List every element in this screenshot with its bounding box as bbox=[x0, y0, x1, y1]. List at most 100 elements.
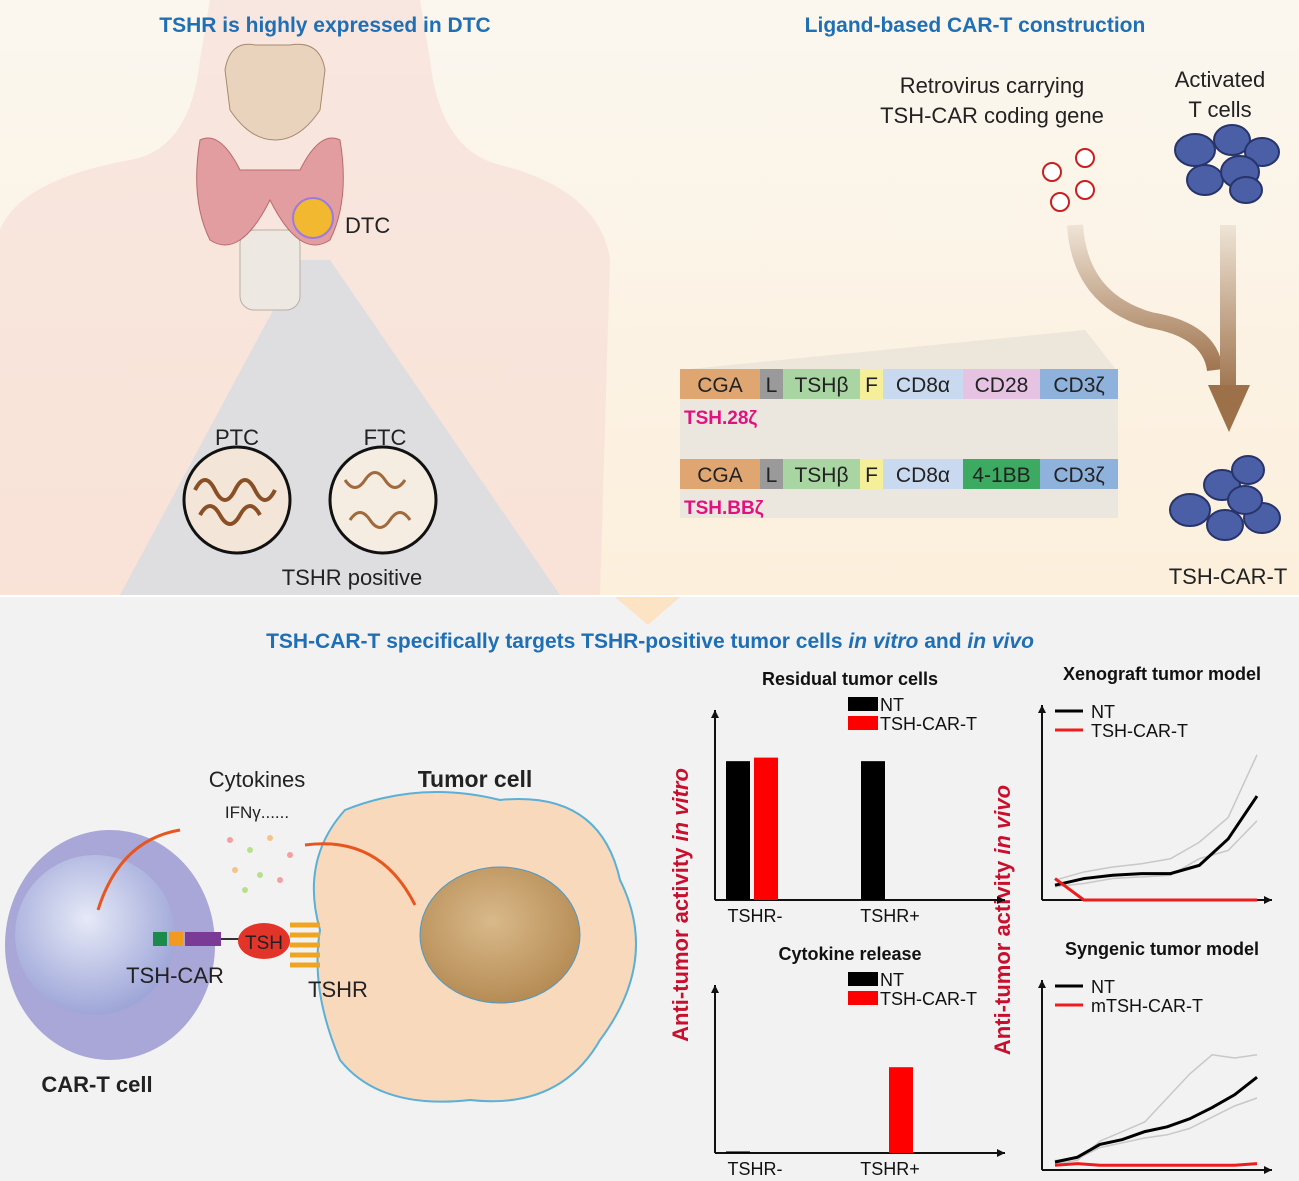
ftc-stain bbox=[328, 445, 438, 555]
title-part: in vivo bbox=[967, 630, 1034, 653]
x-tick-label: TSHR- bbox=[728, 906, 783, 926]
axis-arrow bbox=[711, 985, 719, 993]
title-part: TSH-CAR-T specifically targets TSHR-posi… bbox=[266, 630, 848, 653]
construct-name: TSH.28ζ bbox=[684, 408, 757, 429]
chart-title: Cytokine release bbox=[778, 944, 921, 964]
axis-arrow bbox=[1038, 980, 1046, 988]
construct-cone bbox=[680, 330, 1118, 372]
segment-label: CGA bbox=[697, 374, 743, 397]
cytokine-dots bbox=[227, 835, 293, 893]
label-part: in vivo bbox=[990, 785, 1015, 855]
segment-label: L bbox=[766, 464, 778, 487]
merge-arrow bbox=[1067, 224, 1223, 372]
ptc-stain bbox=[182, 445, 292, 555]
construct-name: TSH.BBζ bbox=[684, 498, 764, 519]
chart-title: Syngenic tumor model bbox=[1065, 939, 1259, 959]
construct-segment bbox=[1040, 459, 1118, 489]
label: DTC bbox=[345, 213, 390, 238]
construct-segment bbox=[883, 369, 963, 399]
bar bbox=[861, 761, 885, 900]
x-tick-label: TSHR+ bbox=[860, 906, 920, 926]
tcell-arrow bbox=[1220, 225, 1236, 390]
segment-label: CD28 bbox=[975, 374, 1029, 397]
bottom-panel bbox=[0, 597, 1299, 1181]
title-part: in vitro bbox=[848, 630, 918, 653]
construct-segment bbox=[963, 459, 1040, 489]
segment-label: CD8α bbox=[896, 464, 950, 487]
secretion-arrow bbox=[96, 828, 181, 911]
label: FTC bbox=[364, 425, 407, 450]
label: IFNγ...... bbox=[225, 803, 289, 822]
title: TSH-CAR-T specifically targets TSHR-posi… bbox=[266, 630, 1034, 653]
title-part: and bbox=[918, 630, 967, 653]
legend-swatch bbox=[848, 972, 878, 986]
chart-title: Xenograft tumor model bbox=[1063, 664, 1261, 684]
label: TSH-CAR-T bbox=[1169, 564, 1288, 589]
car-t-cells bbox=[1169, 455, 1281, 541]
tumor-nucleus bbox=[419, 866, 581, 1004]
axis-arrow bbox=[1038, 705, 1046, 713]
title: TSHR is highly expressed in DTC bbox=[159, 14, 490, 37]
label: TSH-CAR bbox=[126, 963, 224, 988]
car-domain bbox=[153, 932, 167, 946]
label: PTC bbox=[215, 425, 259, 450]
legend-label: NT bbox=[880, 695, 904, 715]
line-series bbox=[1054, 820, 1258, 888]
segment-label: CD3ζ bbox=[1053, 464, 1104, 487]
construct-segment bbox=[760, 459, 783, 489]
axis-arrow bbox=[1264, 896, 1272, 904]
label: Activated bbox=[1175, 67, 1266, 92]
segment-label: TSHβ bbox=[794, 374, 848, 397]
line-series bbox=[1054, 1076, 1258, 1164]
label-part: Anti-tumor activity bbox=[990, 855, 1015, 1055]
legend-label: TSH-CAR-T bbox=[1091, 721, 1188, 741]
construct-segment bbox=[680, 459, 760, 489]
legend-label: TSH-CAR-T bbox=[880, 989, 977, 1009]
segment-label: 4-1BB bbox=[972, 464, 1030, 487]
line-series bbox=[1054, 1162, 1258, 1167]
tsh-ligand bbox=[238, 923, 290, 959]
construct-segment bbox=[963, 369, 1040, 399]
larynx bbox=[224, 43, 326, 141]
bar bbox=[726, 761, 750, 900]
construct-segment bbox=[783, 369, 860, 399]
tumor bbox=[292, 197, 334, 239]
construct-box bbox=[680, 396, 1118, 518]
label-part: Anti-tumor activity bbox=[668, 841, 693, 1041]
label: Tumor cell bbox=[418, 766, 533, 792]
label: TSHR positive bbox=[282, 565, 423, 590]
x-tick-label: TSHR- bbox=[728, 1159, 783, 1179]
ftc-texture bbox=[343, 471, 412, 529]
virus-cluster bbox=[1042, 148, 1095, 212]
x-tick-label: TSHR+ bbox=[860, 1159, 920, 1179]
legend-label: NT bbox=[1091, 702, 1115, 722]
car-t-nucleus bbox=[15, 855, 175, 1015]
legend-label: NT bbox=[880, 970, 904, 990]
construct-segment bbox=[680, 369, 760, 399]
segment-label: CD8α bbox=[896, 374, 950, 397]
label: T cells bbox=[1188, 97, 1251, 122]
y-axis-label: Anti-tumor activity in vivo bbox=[990, 785, 1015, 1055]
panel-arrow bbox=[615, 597, 680, 625]
segment-label: CD3ζ bbox=[1053, 374, 1104, 397]
bar bbox=[726, 1151, 750, 1153]
construct-segment bbox=[783, 459, 860, 489]
ptc-texture bbox=[193, 478, 277, 526]
label: Cytokines bbox=[209, 767, 306, 792]
bar bbox=[754, 757, 778, 900]
axis-arrow bbox=[997, 896, 1005, 904]
label: TSH bbox=[245, 933, 283, 954]
trachea bbox=[239, 229, 301, 311]
segment-label: F bbox=[865, 464, 878, 487]
legend-label: TSH-CAR-T bbox=[880, 714, 977, 734]
construct-segment bbox=[860, 369, 883, 399]
segment-label: CGA bbox=[697, 464, 743, 487]
axis-arrow bbox=[997, 1149, 1005, 1157]
legend-swatch bbox=[848, 697, 878, 711]
car-domain bbox=[169, 932, 183, 946]
segment-label: F bbox=[865, 374, 878, 397]
car-domain bbox=[185, 932, 221, 946]
chart-title: Residual tumor cells bbox=[762, 669, 938, 689]
label: TSHR bbox=[308, 977, 368, 1002]
